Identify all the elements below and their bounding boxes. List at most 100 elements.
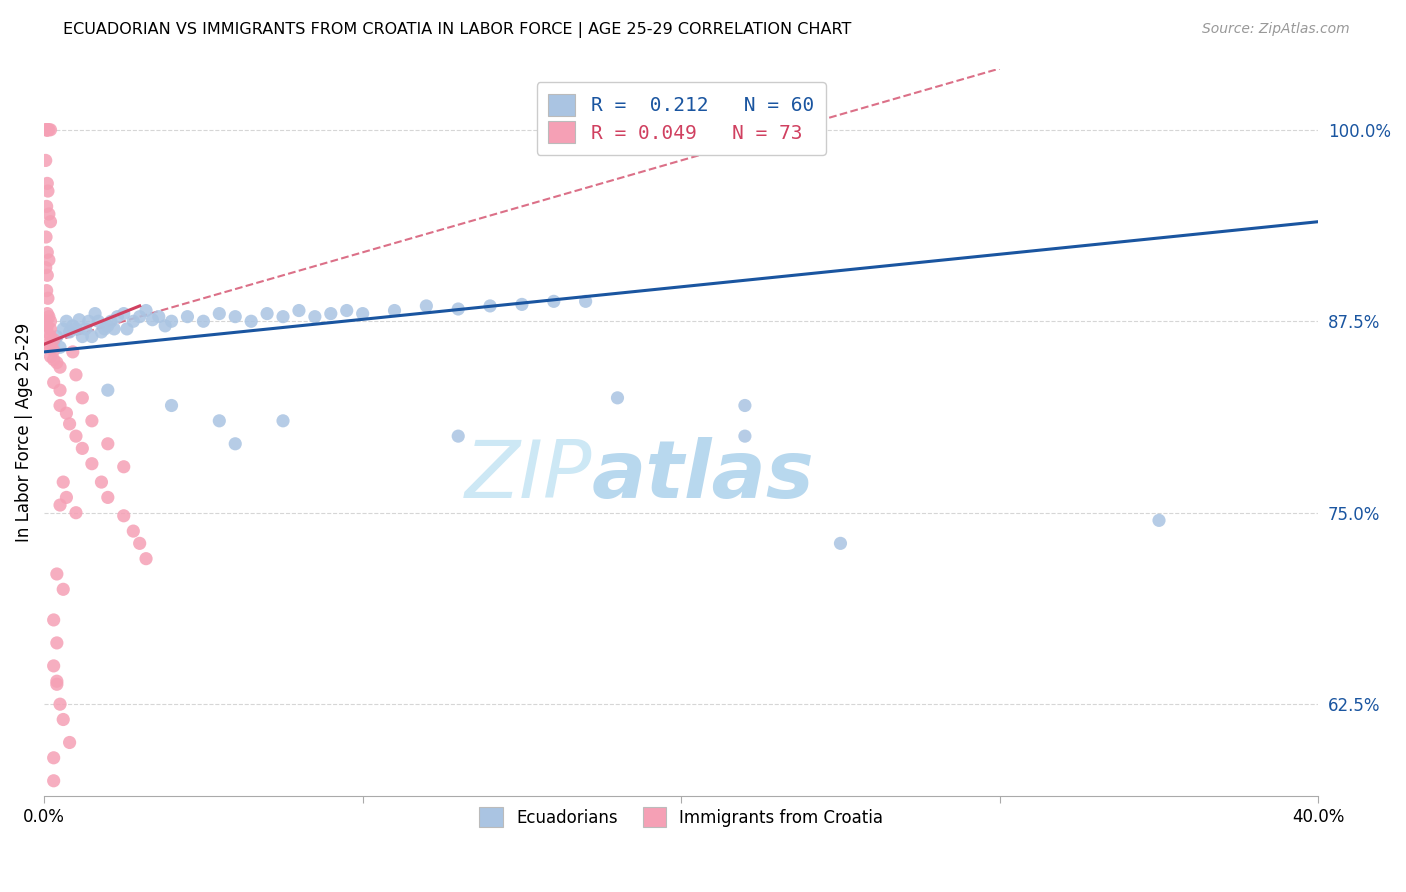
Point (153, 318, 176, 333)
Point (42, 337, 65, 351)
Point (42, 751, 65, 765)
Point (87, 314, 110, 328)
Point (37, 123, 59, 137)
Point (38, 252, 60, 267)
Point (37, 123, 59, 137)
Point (35, 314, 58, 328)
Point (128, 536, 150, 550)
Point (42, 376, 65, 390)
Point (97, 383, 120, 397)
Point (271, 414, 294, 428)
Point (240, 314, 263, 328)
Point (122, 524, 145, 538)
Point (35, 153, 58, 168)
Point (90, 325, 112, 339)
Point (105, 310, 128, 324)
Point (734, 399, 756, 413)
Point (35, 260, 58, 275)
Point (160, 314, 183, 328)
Point (39, 350, 62, 364)
Point (55, 406, 77, 420)
Point (37, 123, 59, 137)
Point (135, 551, 157, 566)
Point (176, 310, 198, 324)
Point (37, 291, 59, 305)
Point (97, 318, 120, 333)
Point (208, 307, 231, 321)
Point (128, 310, 150, 324)
Text: Source: ZipAtlas.com: Source: ZipAtlas.com (1202, 22, 1350, 37)
Text: ECUADORIAN VS IMMIGRANTS FROM CROATIA IN LABOR FORCE | AGE 25-29 CORRELATION CHA: ECUADORIAN VS IMMIGRANTS FROM CROATIA IN… (63, 22, 852, 38)
Point (45, 674, 67, 689)
Point (42, 333, 65, 347)
Point (336, 303, 359, 318)
Point (304, 310, 326, 324)
Y-axis label: In Labor Force | Age 25-29: In Labor Force | Age 25-29 (15, 323, 32, 542)
Point (37, 245, 59, 260)
Point (80, 329, 103, 343)
Point (112, 459, 135, 474)
Point (447, 429, 470, 443)
Point (35, 123, 58, 137)
Point (72, 442, 94, 456)
Point (319, 307, 342, 321)
Point (100, 314, 122, 328)
Point (148, 310, 170, 324)
Point (39, 123, 62, 137)
Point (38, 310, 60, 324)
Point (256, 307, 278, 321)
Point (224, 310, 246, 324)
Point (35, 123, 58, 137)
Point (80, 457, 103, 471)
Point (830, 536, 852, 550)
Point (97, 491, 120, 505)
Point (135, 303, 157, 318)
Legend: Ecuadorians, Immigrants from Croatia: Ecuadorians, Immigrants from Croatia (471, 799, 891, 835)
Point (62, 318, 84, 333)
Point (42, 352, 65, 367)
Point (72, 329, 94, 343)
Point (510, 297, 533, 311)
Point (39, 322, 62, 336)
Point (58, 417, 80, 431)
Point (45, 677, 67, 691)
Point (447, 301, 470, 316)
Point (122, 314, 145, 328)
Point (58, 325, 80, 339)
Point (39, 314, 62, 328)
Point (97, 437, 120, 451)
Point (55, 491, 77, 505)
Point (45, 566, 67, 581)
Point (543, 294, 565, 309)
Point (52, 475, 75, 489)
Point (224, 437, 246, 451)
Point (415, 299, 437, 313)
Point (35, 230, 58, 244)
Point (55, 314, 77, 328)
Point (37, 318, 59, 333)
Point (52, 713, 75, 727)
Point (37, 307, 59, 321)
Point (49, 360, 72, 375)
Point (65, 506, 87, 520)
Point (38, 123, 60, 137)
Point (39, 329, 62, 343)
Point (52, 322, 75, 336)
Point (84, 307, 107, 321)
Point (49, 383, 72, 397)
Point (479, 299, 502, 313)
Point (193, 314, 215, 328)
Point (352, 307, 374, 321)
Point (141, 312, 163, 326)
Point (112, 508, 135, 523)
Point (65, 368, 87, 382)
Point (1147, 513, 1170, 527)
Point (606, 391, 628, 405)
Point (52, 582, 75, 597)
Point (65, 429, 87, 443)
Point (35, 199, 58, 213)
Point (112, 307, 135, 321)
Point (734, 429, 756, 443)
Text: ZIP: ZIP (464, 437, 592, 515)
Point (160, 399, 183, 413)
